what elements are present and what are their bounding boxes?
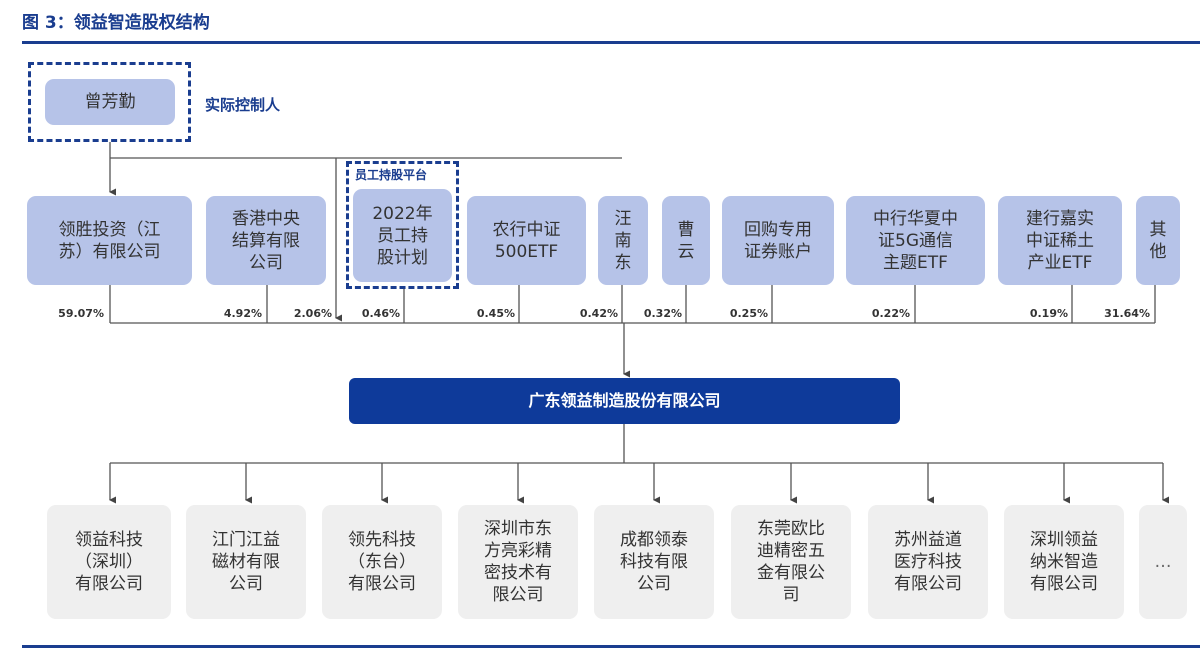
shareholder-esop-2022: 2022年 员工持 股计划 [353,189,452,282]
pct-hkscc: 4.92% [223,307,262,320]
pct-cao-yun: 0.42% [579,307,618,320]
main-company-box: 广东领益制造股份有限公司 [349,378,900,424]
shareholder-hkscc: 香港中央 结算有限 公司 [206,196,326,285]
subsidiary-lingxian-dongtai: 领先科技 （东台） 有限公司 [322,505,442,619]
subsidiary-lingyi-shenzhen: 领益科技 （深圳） 有限公司 [47,505,171,619]
subsidiary-dongguan-obidi: 东莞欧比 迪精密五 金有限公 司 [731,505,851,619]
shareholder-abc-csi500-etf: 农行中证 500ETF [467,196,586,285]
figure-title: 图 3：领益智造股权结构 [22,13,210,33]
subsidiary-suzhou-yidao: 苏州益道 医疗科技 有限公司 [868,505,988,619]
esop-dashed-frame [346,161,459,289]
subsidiary-more-ellipsis: … [1139,505,1187,619]
controller-name: 曾芳勤 [84,92,136,112]
controller-label: 实际控制人 [205,96,281,114]
subsidiary-shenzhen-lingyi-nano: 深圳领益 纳米智造 有限公司 [1004,505,1124,619]
title-rule [22,41,1200,44]
pct-others-fund: 0.19% [1029,307,1068,320]
shareholder-wang-nandong: 汪 南 东 [598,196,648,285]
main-company-name: 广东领益制造股份有限公司 [528,391,721,410]
subsidiary-dongfang-liangcai: 深圳市东 方亮彩精 密技术有 限公司 [458,505,578,619]
pct-ccb-rare-earth-etf: 0.22% [871,307,910,320]
pct-others: 31.64% [1104,307,1150,320]
pct-wang-nandong: 0.45% [476,307,515,320]
pct-boc-5g-etf: 0.25% [729,307,768,320]
subsidiary-chengdu-lingtai: 成都领泰 科技有限 公司 [594,505,714,619]
shareholder-boc-5g-etf: 中行华夏中 证5G通信 主题ETF [846,196,985,285]
shareholder-others: 其 他 [1136,196,1180,285]
shareholder-ccb-rare-earth-etf: 建行嘉实 中证稀土 产业ETF [998,196,1122,285]
shareholder-lingsheng: 领胜投资（江 苏）有限公司 [27,196,192,285]
shareholder-cao-yun: 曹 云 [662,196,710,285]
pct-esop-2022: 2.06% [293,307,332,320]
esop-tag: 员工持股平台 [353,166,430,183]
pct-buyback-account: 0.32% [643,307,682,320]
bottom-rule [22,645,1200,648]
pct-abc-csi500-etf: 0.46% [361,307,400,320]
shareholder-buyback-account: 回购专用 证券账户 [722,196,834,285]
controller-box: 曾芳勤 [45,79,175,125]
subsidiary-jiangmen-jiangyi: 江门江益 磁材有限 公司 [186,505,306,619]
pct-lingsheng: 59.07% [58,307,104,320]
controller-dashed-frame [28,62,191,142]
